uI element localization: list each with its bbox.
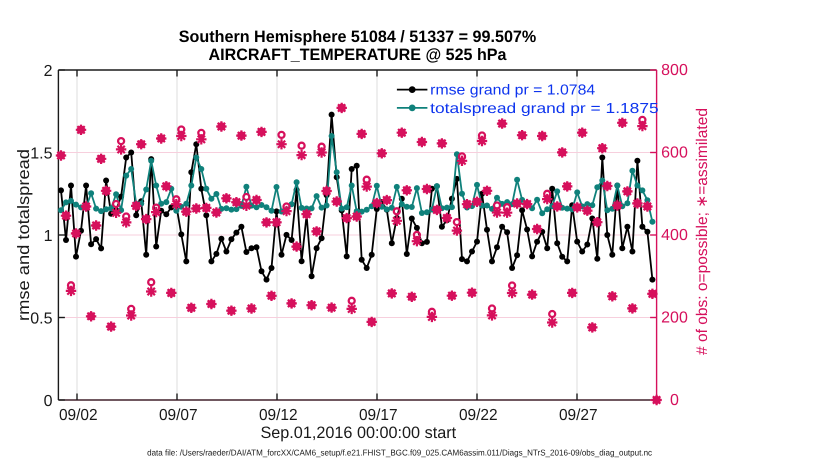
- svg-text:1: 1: [44, 228, 53, 245]
- svg-text:rmse and totalspread: rmse and totalspread: [15, 149, 33, 321]
- svg-text:0: 0: [44, 393, 53, 410]
- svg-text:Sep.01,2016 00:00:00 start: Sep.01,2016 00:00:00 start: [260, 424, 456, 442]
- svg-text:totalspread grand pr = 1.1875: totalspread grand pr = 1.1875: [430, 101, 659, 117]
- svg-text:Southern Hemisphere 51084 / 51: Southern Hemisphere 51084 / 51337 = 99.5…: [179, 28, 537, 46]
- svg-text:600: 600: [661, 145, 688, 162]
- svg-text:0.5: 0.5: [30, 311, 52, 328]
- svg-text:400: 400: [661, 227, 688, 244]
- svg-text:data file: /Users/raeder/DAI/A: data file: /Users/raeder/DAI/ATM_forcXX/…: [147, 448, 653, 458]
- svg-text:AIRCRAFT_TEMPERATURE @ 525 hPa: AIRCRAFT_TEMPERATURE @ 525 hPa: [209, 46, 508, 64]
- svg-text:1.5: 1.5: [30, 146, 52, 163]
- svg-text:09/07: 09/07: [159, 407, 198, 424]
- svg-text:09/27: 09/27: [559, 407, 598, 424]
- svg-text:200: 200: [661, 310, 688, 327]
- svg-text:# of obs: o=possible; ∗=assimi: # of obs: o=possible; ∗=assimilated: [694, 108, 711, 355]
- svg-text:09/22: 09/22: [459, 407, 498, 424]
- svg-text:0: 0: [670, 392, 679, 409]
- svg-text:rmse grand pr = 1.0784: rmse grand pr = 1.0784: [430, 83, 595, 99]
- svg-text:09/17: 09/17: [359, 407, 398, 424]
- svg-text:09/02: 09/02: [59, 407, 98, 424]
- svg-text:2: 2: [44, 63, 53, 80]
- svg-text:09/12: 09/12: [259, 407, 298, 424]
- svg-text:800: 800: [661, 62, 688, 79]
